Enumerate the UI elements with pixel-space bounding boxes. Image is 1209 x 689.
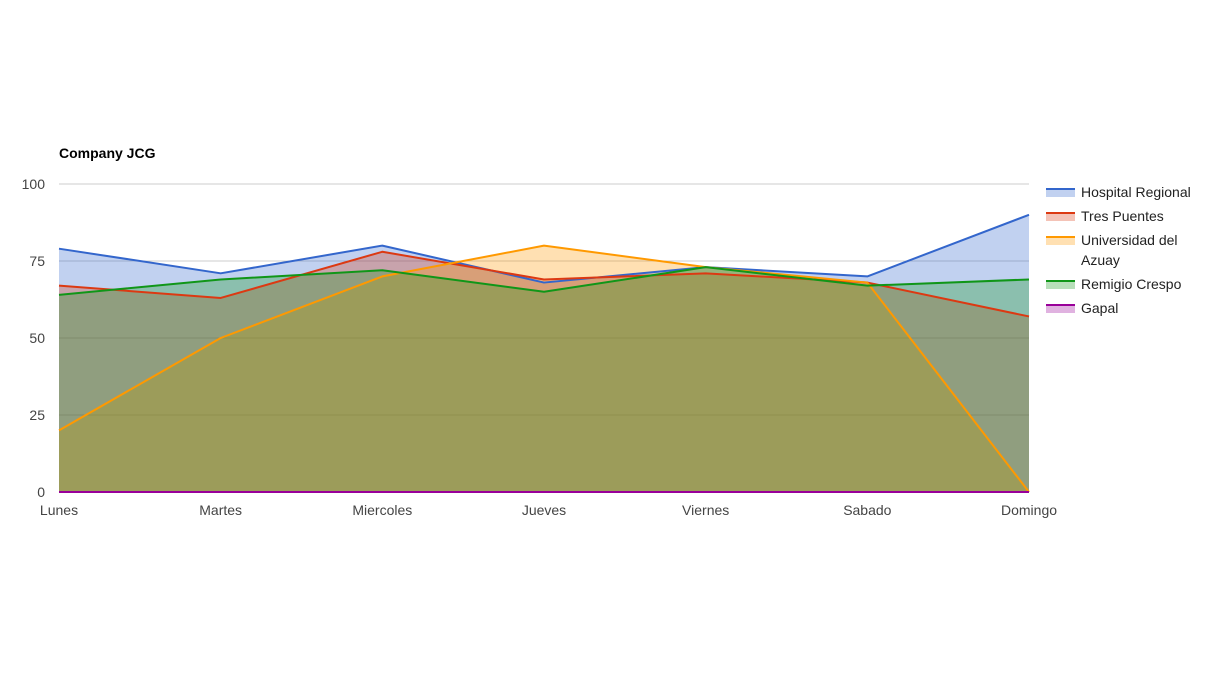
x-tick-label-viernes: Viernes xyxy=(682,502,729,518)
x-tick-label-martes: Martes xyxy=(199,502,242,518)
legend-item-universidad-del-azuay: Universidad del Azuay xyxy=(1046,232,1178,268)
series-lines xyxy=(58,213,1030,493)
legend-swatch-universidad-del-azuay xyxy=(1046,237,1075,245)
legend-item-tres-puentes: Tres Puentes xyxy=(1046,208,1164,224)
legend-swatch-hospital-regional xyxy=(1046,189,1075,197)
area-hospital-regional xyxy=(59,214,1029,493)
series-areas xyxy=(59,214,1029,493)
x-tick-label-miercoles: Miercoles xyxy=(352,502,412,518)
x-tick-label-lunes: Lunes xyxy=(40,502,78,518)
y-tick-label-50: 50 xyxy=(29,330,45,346)
legend-item-gapal: Gapal xyxy=(1046,300,1118,316)
y-tick-label-25: 25 xyxy=(29,407,45,423)
x-tick-label-sabado: Sabado xyxy=(843,502,891,518)
legend-swatch-gapal xyxy=(1046,305,1075,313)
y-axis-ticks: 0 25 50 75 100 xyxy=(22,176,46,500)
legend-item-remigio-crespo: Remigio Crespo xyxy=(1046,276,1182,292)
chart-title: Company JCG xyxy=(59,145,156,161)
legend-label-universidad-del-azuay: Universidad del Azuay xyxy=(1081,232,1178,268)
y-tick-label-100: 100 xyxy=(22,176,46,192)
y-tick-label-75: 75 xyxy=(29,253,45,269)
legend-label-hospital-regional: Hospital Regional xyxy=(1081,184,1191,200)
area-tres-puentes xyxy=(59,251,1029,492)
legend-swatch-remigio-crespo xyxy=(1046,281,1075,289)
legend: Hospital Regional Tres Puentes Universidad… xyxy=(1046,184,1191,316)
area-remigio-crespo xyxy=(59,267,1029,492)
legend-label-remigio-crespo: Remigio Crespo xyxy=(1081,276,1182,292)
x-tick-label-domingo: Domingo xyxy=(1001,502,1057,518)
y-tick-label-0: 0 xyxy=(37,484,45,500)
legend-item-hospital-regional: Hospital Regional xyxy=(1046,184,1191,200)
legend-swatch-tres-puentes xyxy=(1046,213,1075,221)
legend-label-tres-puentes: Tres Puentes xyxy=(1081,208,1164,224)
x-tick-label-jueves: Jueves xyxy=(522,502,566,518)
x-axis-ticks: Lunes Martes Miercoles Jueves Viernes Sabado D… xyxy=(40,502,1057,518)
legend-label-gapal: Gapal xyxy=(1081,300,1118,316)
